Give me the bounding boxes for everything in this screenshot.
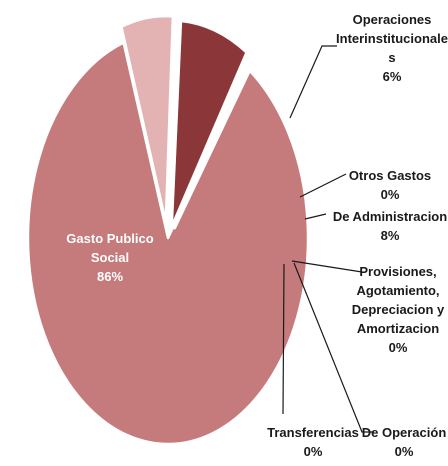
leader-line-de-operacion (293, 262, 374, 433)
slice-label-de-administracion: De Administracion 8% (333, 209, 447, 243)
leader-line-otros-gastos (299, 173, 347, 198)
pie-slice-gasto-publico-social (26, 41, 310, 446)
slice-name-line: Social (91, 250, 129, 265)
slice-value-label: 8% (381, 228, 400, 243)
slice-name-line: De Operación (362, 425, 447, 440)
slice-name-line: Operaciones (353, 12, 432, 27)
slice-value-label: 0% (381, 187, 400, 202)
slice-name-line: Amortizacion (357, 321, 439, 336)
slice-label-operaciones-interinstitucionales: Operaciones Interinstitucionale s 6% (336, 12, 448, 84)
pie-slice-transferencias (173, 56, 257, 230)
pie-slice-operaciones-interinstitucionales (120, 14, 175, 224)
slice-value-label: 6% (383, 69, 402, 84)
slice-name-line: Otros Gastos (349, 168, 431, 183)
slice-name-line: Interinstitucionale (336, 31, 448, 46)
slice-label-provisiones-agotamiento-depreciacion-y-amortizacion: Provisiones, Agotamiento, Depreciacion y Am… (352, 264, 445, 355)
slice-name-line: Transferencias (267, 425, 359, 440)
leader-lines (282, 45, 374, 433)
slice-name-line: s (388, 50, 395, 65)
slice-value-label: 0% (304, 444, 323, 459)
slice-name-line: De Administracion (333, 209, 447, 224)
pie-slice-otros-gastos (167, 17, 180, 226)
slice-label-transferencias: Transferencias 0% (267, 425, 359, 459)
slice-label-de-operacion: De Operación 0% (362, 425, 447, 459)
slice-name-line: Agotamiento, (356, 283, 439, 298)
leader-line-de-administracion (304, 213, 327, 220)
slice-name-line: Gasto Publico (66, 231, 153, 246)
leader-line-operaciones-interinstitucionales (289, 45, 337, 119)
slice-value-label: 0% (389, 340, 408, 355)
slice-value-label: 86% (97, 269, 123, 284)
pie-slices (26, 14, 310, 446)
slice-label-otros-gastos: Otros Gastos 0% (349, 168, 431, 202)
leader-line-provisiones-agotamiento-depreciacion-y-amortizacion (291, 260, 363, 273)
slice-name-line: Depreciacion y (352, 302, 445, 317)
pie-slice-de-administracion (170, 19, 248, 228)
slice-value-label: 0% (395, 444, 414, 459)
slice-labels: Gasto Publico Social 86% Operaciones Interin… (66, 12, 448, 459)
slice-label-gasto-publico-social: Gasto Publico Social 86% (66, 231, 153, 284)
leader-line-transferencias (282, 263, 285, 415)
slice-name-line: Provisiones, (359, 264, 436, 279)
